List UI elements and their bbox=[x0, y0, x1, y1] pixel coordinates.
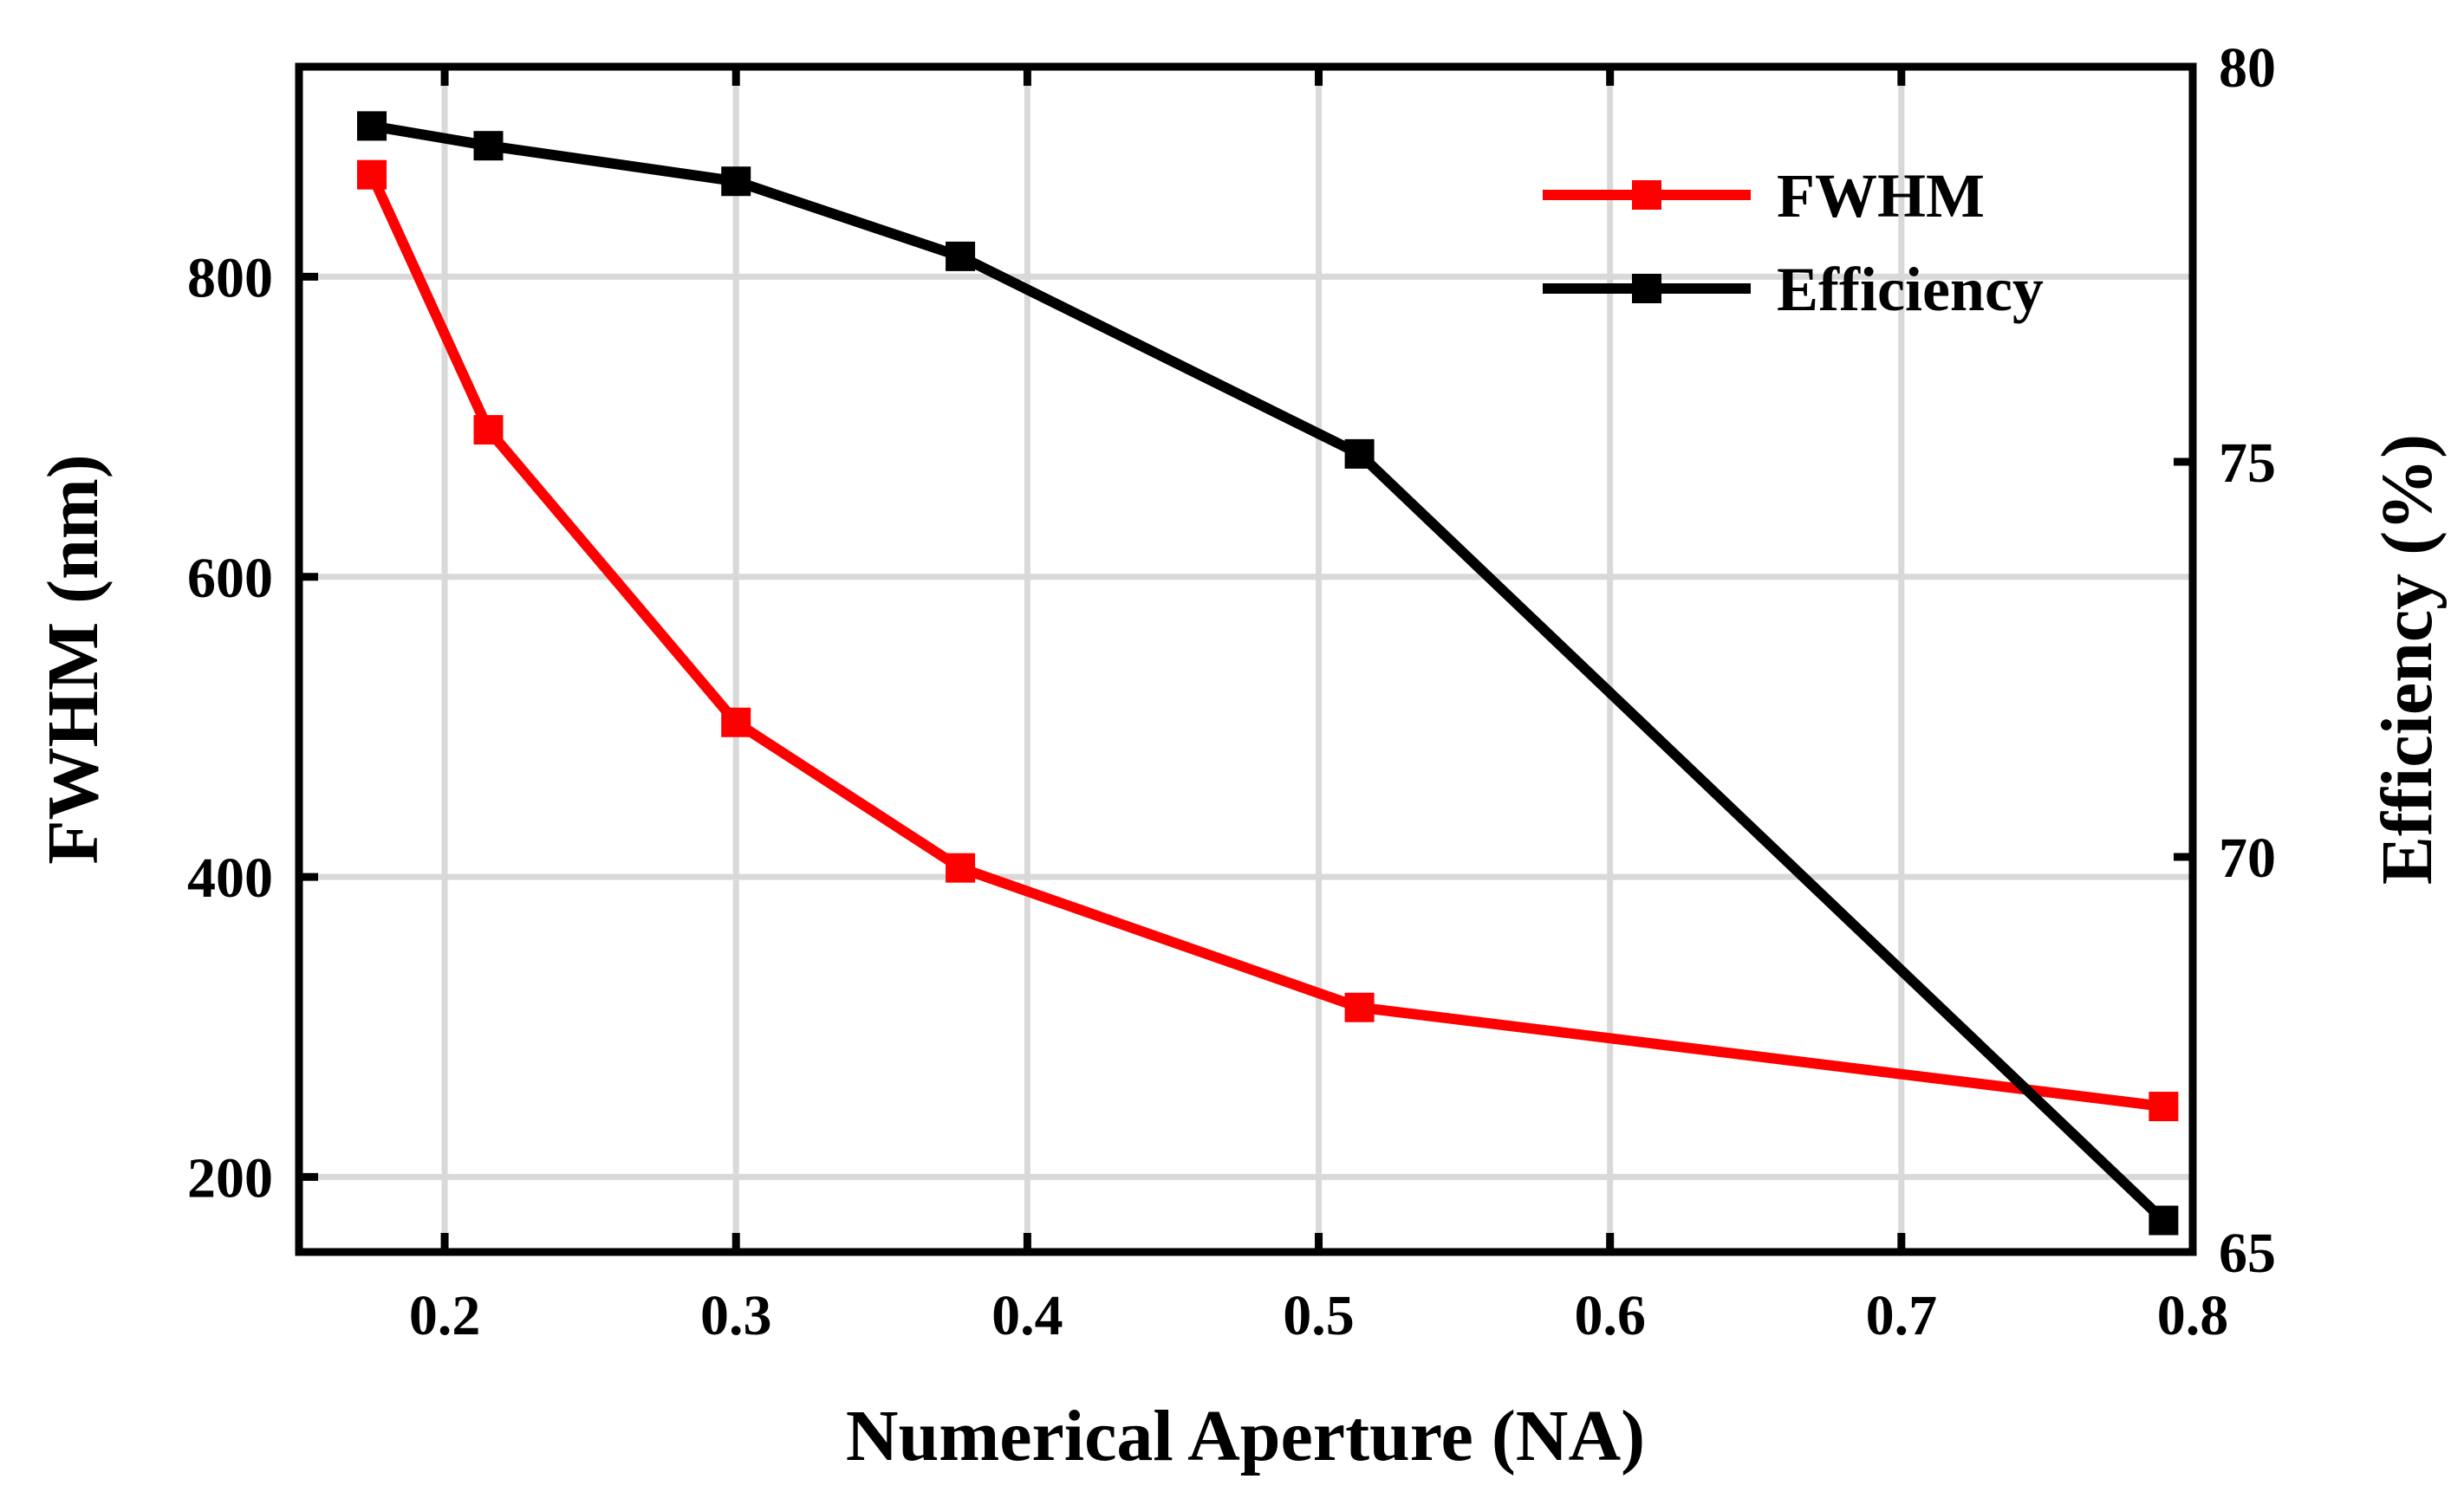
series-layer bbox=[357, 111, 2179, 1236]
y-left-tick-label: 400 bbox=[187, 847, 273, 910]
data-point-fwhm bbox=[473, 415, 504, 445]
plot-frame bbox=[295, 62, 2197, 1256]
data-point-fwhm bbox=[357, 159, 387, 190]
legend-label-efficiency: Efficiency bbox=[1777, 255, 2044, 324]
x-tick-label: 0.3 bbox=[700, 1284, 772, 1347]
y-left-axis-title: FWHM (nm) bbox=[33, 454, 114, 865]
x-tick-label: 0.6 bbox=[1574, 1284, 1646, 1347]
y-right-tick-label: 70 bbox=[2219, 827, 2276, 890]
data-point-efficiency bbox=[721, 166, 751, 197]
data-point-efficiency bbox=[946, 241, 976, 271]
x-tick-label: 0.7 bbox=[1866, 1284, 1938, 1347]
data-point-efficiency bbox=[2149, 1205, 2179, 1236]
y-right-axis-title: Efficiency (%) bbox=[2367, 434, 2448, 885]
data-point-fwhm bbox=[946, 853, 976, 883]
tick-layer: 0.2 0.3 0.4 0.5 0.6 0.7 0.8 200 400 600 800 65 70 75 8… bbox=[187, 36, 2276, 1347]
series-line-efficiency bbox=[370, 120, 2168, 1224]
legend-marker-efficiency bbox=[1632, 274, 1661, 303]
y-left-tick-label: 800 bbox=[187, 246, 273, 309]
data-point-efficiency bbox=[473, 131, 504, 161]
legend: FWHM Efficiency bbox=[1543, 161, 2044, 324]
x-tick-label: 0.4 bbox=[991, 1284, 1063, 1347]
x-tick-label: 0.8 bbox=[2157, 1284, 2229, 1347]
data-point-fwhm bbox=[1344, 992, 1375, 1022]
legend-marker-fwhm bbox=[1632, 180, 1661, 210]
y-right-tick-label: 80 bbox=[2219, 36, 2276, 100]
data-point-fwhm bbox=[2149, 1092, 2179, 1122]
data-point-efficiency bbox=[1344, 438, 1375, 469]
x-tick-label: 0.5 bbox=[1283, 1284, 1355, 1347]
series-line-fwhm bbox=[367, 172, 2165, 1112]
y-right-tick-label: 65 bbox=[2219, 1222, 2276, 1285]
grid-layer bbox=[299, 67, 2193, 1252]
x-axis-title: Numerical Aperture (NA) bbox=[846, 1396, 1645, 1476]
data-point-fwhm bbox=[721, 707, 751, 737]
x-tick-label: 0.2 bbox=[409, 1284, 481, 1347]
y-right-tick-label: 75 bbox=[2219, 431, 2276, 495]
y-left-tick-label: 200 bbox=[187, 1146, 273, 1210]
y-left-tick-label: 600 bbox=[187, 547, 273, 610]
data-point-efficiency bbox=[357, 111, 387, 141]
legend-label-fwhm: FWHM bbox=[1777, 161, 1985, 230]
